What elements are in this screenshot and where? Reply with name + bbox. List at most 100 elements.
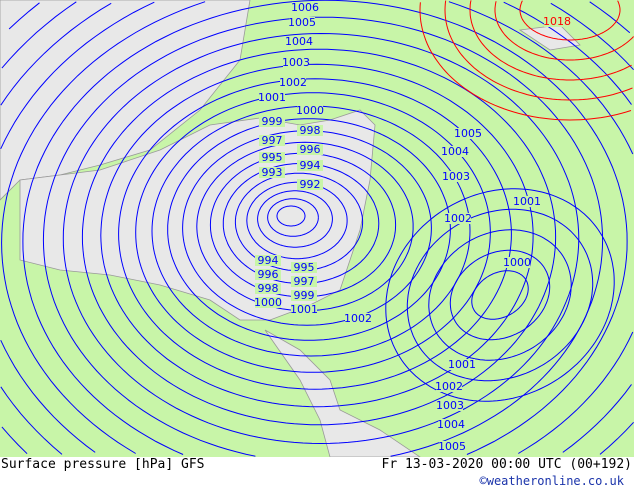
isobar-label: 994 [258, 254, 279, 267]
isobar [196, 141, 414, 312]
isobar [599, 421, 634, 455]
isobar-label: 1002 [444, 212, 472, 225]
label-bg [514, 196, 540, 207]
isobar [428, 229, 572, 361]
isobar-label: 1005 [288, 16, 316, 29]
isobar-label: 1001 [258, 91, 286, 104]
isobar-label: 1006 [291, 1, 319, 14]
isobar [81, 48, 557, 426]
isobar-label: 999 [294, 289, 315, 302]
isobar [550, 2, 634, 71]
label-bg [438, 419, 464, 430]
isobar-label: 995 [262, 151, 283, 164]
isobar [234, 172, 364, 272]
isobar-label: 1001 [513, 195, 541, 208]
label-bg [259, 167, 285, 178]
isobar [471, 270, 529, 320]
label-bg [297, 160, 323, 171]
label-bg [437, 400, 463, 411]
label-bg [442, 146, 468, 157]
label-bg [255, 255, 281, 266]
isobar-label: 1002 [435, 380, 463, 393]
label-bg [280, 77, 306, 88]
isobar-label: 1004 [285, 35, 313, 48]
label-bg [544, 16, 570, 27]
isobar-label: 1000 [503, 256, 531, 269]
isobar-label: 1001 [290, 303, 318, 316]
label-bg [259, 92, 285, 103]
isobar [62, 32, 580, 445]
label-bg [291, 290, 317, 301]
isobar-label: 1003 [282, 56, 310, 69]
label-bg [297, 144, 323, 155]
isobar-label: 1000 [254, 296, 282, 309]
isobar-label: 1005 [454, 127, 482, 140]
isobar-label: 998 [300, 124, 321, 137]
isobar [167, 118, 451, 341]
isobar [469, 0, 632, 81]
label-bg [297, 125, 323, 136]
label-bg [286, 36, 312, 47]
isobar [0, 386, 63, 455]
label-bg [291, 276, 317, 287]
label-bg [345, 313, 371, 324]
isobar [0, 2, 112, 106]
label-bg [259, 152, 285, 163]
isobar [1, 1, 77, 69]
isobar [151, 105, 471, 357]
label-bg [504, 257, 530, 268]
label-bg [255, 269, 281, 280]
map-title: Surface pressure [hPa] GFS [1, 457, 205, 472]
isobar [135, 92, 491, 373]
isobar-label: 1004 [437, 418, 465, 431]
label-bg [291, 262, 317, 273]
isobar [267, 198, 319, 237]
isobar [449, 249, 551, 341]
isobar-label: 999 [262, 115, 283, 128]
isobar [448, 1, 634, 155]
isobar [257, 190, 333, 248]
isobar [0, 339, 96, 453]
isobar [209, 152, 397, 298]
isobar-label: 1001 [448, 358, 476, 371]
label-bg [436, 381, 462, 392]
isobar-label: 996 [300, 143, 321, 156]
label-bg [255, 283, 281, 294]
isobar-label: 1004 [441, 145, 469, 158]
isobar [8, 2, 40, 30]
isobar-label: 1002 [344, 312, 372, 325]
isobar-label: 1000 [296, 104, 324, 117]
label-bg [439, 441, 465, 452]
isobar-label: 998 [258, 282, 279, 295]
footer: Surface pressure [hPa] GFS Fr 13-03-2020… [0, 457, 634, 490]
isobar [42, 16, 604, 457]
sea-area-south [264, 329, 421, 457]
isobar [390, 239, 604, 457]
label-bg [455, 128, 481, 139]
credit-link[interactable]: ©weatheronline.co.uk [479, 474, 625, 488]
isobar [222, 163, 380, 284]
isobar-label: 997 [262, 134, 283, 147]
label-bg [289, 17, 315, 28]
label-bg [297, 105, 323, 116]
isobar-label: 994 [300, 159, 321, 172]
label-bg [292, 2, 318, 13]
isobar [518, 331, 634, 454]
isobar [466, 241, 628, 455]
isobar-label: 995 [294, 261, 315, 274]
isobar-label: 996 [258, 268, 279, 281]
isobar-label: 992 [300, 178, 321, 191]
label-bg [259, 116, 285, 127]
isobar [562, 384, 632, 453]
isobar [503, 1, 632, 105]
isobar [385, 188, 615, 402]
isobar [276, 205, 306, 227]
isobar-label: 1003 [436, 399, 464, 412]
isobar [1, 426, 28, 455]
isobar-label: 1002 [279, 76, 307, 89]
isobar-label: 997 [294, 275, 315, 288]
label-bg [297, 179, 323, 190]
isobar [444, 0, 633, 101]
isobar [182, 130, 432, 326]
isobar [1, 1, 206, 454]
